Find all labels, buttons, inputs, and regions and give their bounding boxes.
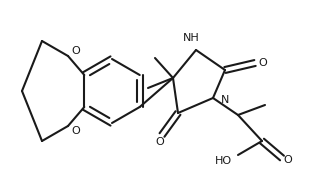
Text: HO: HO [215, 156, 232, 166]
Text: O: O [72, 46, 80, 56]
Text: O: O [284, 155, 292, 165]
Text: NH: NH [183, 33, 199, 43]
Text: N: N [221, 95, 229, 105]
Text: O: O [156, 137, 164, 147]
Text: O: O [259, 58, 268, 68]
Text: O: O [72, 126, 80, 136]
